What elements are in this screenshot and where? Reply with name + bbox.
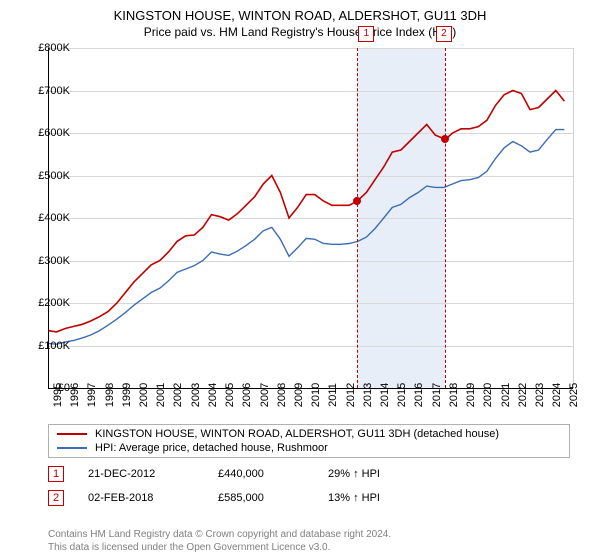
x-tick-label: 2003 [190,383,202,407]
x-tick-label: 1996 [69,383,81,407]
sale-badge: 2 [48,490,64,506]
y-tick-label: £400K [30,212,70,224]
x-tick-label: 1998 [104,383,116,407]
x-tick-label: 2018 [448,383,460,407]
chart-plot-area: 12 [48,48,574,388]
x-tick-label: 2022 [517,383,529,407]
footer-attribution: Contains HM Land Registry data © Crown c… [48,528,391,554]
x-tick-label: 2005 [224,383,236,407]
x-tick-label: 2011 [327,383,339,407]
sale-price: £440,000 [218,468,328,480]
y-tick-label: £800K [30,42,70,54]
sale-price: £585,000 [218,492,328,504]
x-tick-label: 2007 [259,383,271,407]
y-tick-label: £0 [30,382,70,394]
chart-svg [48,48,573,388]
x-tick-label: 1995 [52,383,64,407]
x-tick-label: 2006 [241,383,253,407]
sale-vs-hpi: 29% ↑ HPI [328,468,380,480]
y-tick-label: £100K [30,340,70,352]
x-tick-label: 2002 [172,383,184,407]
y-tick-label: £300K [30,255,70,267]
x-tick-label: 2025 [568,383,580,407]
x-tick-label: 2015 [396,383,408,407]
x-tick-label: 1997 [86,383,98,407]
chart-title: KINGSTON HOUSE, WINTON ROAD, ALDERSHOT, … [0,0,600,23]
x-tick-label: 1999 [121,383,133,407]
footer-line: Contains HM Land Registry data © Crown c… [48,528,391,541]
footer-line: This data is licensed under the Open Gov… [48,541,391,554]
chart-subtitle: Price paid vs. HM Land Registry's House … [0,23,600,39]
y-tick-label: £700K [30,85,70,97]
sale-marker-dot [441,135,449,143]
sale-date: 02-FEB-2018 [88,492,218,504]
sale-marker-dot [353,197,361,205]
y-tick-label: £600K [30,127,70,139]
sale-vs-hpi: 13% ↑ HPI [328,492,380,504]
series-price_paid [48,91,564,332]
legend-label: KINGSTON HOUSE, WINTON ROAD, ALDERSHOT, … [95,428,499,440]
x-tick-label: 2010 [310,383,322,407]
x-tick-label: 2014 [379,383,391,407]
x-tick-label: 2019 [465,383,477,407]
x-tick-label: 2023 [534,383,546,407]
x-tick-label: 2008 [276,383,288,407]
legend-label: HPI: Average price, detached house, Rush… [95,442,328,454]
legend-item: KINGSTON HOUSE, WINTON ROAD, ALDERSHOT, … [49,427,569,441]
series-hpi [48,130,564,345]
sale-date: 21-DEC-2012 [88,468,218,480]
x-tick-label: 2000 [138,383,150,407]
sale-marker-line [445,48,446,388]
x-tick-label: 2024 [551,383,563,407]
x-tick-label: 2016 [413,383,425,407]
sale-row: 1 21-DEC-2012 £440,000 29% ↑ HPI [48,466,380,482]
legend: KINGSTON HOUSE, WINTON ROAD, ALDERSHOT, … [48,424,570,458]
sale-row: 2 02-FEB-2018 £585,000 13% ↑ HPI [48,490,380,506]
x-tick-label: 2009 [293,383,305,407]
sale-marker-badge: 1 [358,26,374,42]
x-tick-label: 2017 [431,383,443,407]
legend-swatch [57,433,87,435]
x-tick-label: 2013 [362,383,374,407]
sale-marker-badge: 2 [436,26,452,42]
legend-item: HPI: Average price, detached house, Rush… [49,441,569,455]
y-tick-label: £200K [30,297,70,309]
x-tick-label: 2021 [500,383,512,407]
chart-container: KINGSTON HOUSE, WINTON ROAD, ALDERSHOT, … [0,0,600,560]
sale-marker-line [357,48,358,388]
x-tick-label: 2020 [482,383,494,407]
x-tick-label: 2012 [345,383,357,407]
y-tick-label: £500K [30,170,70,182]
sale-badge: 1 [48,466,64,482]
x-tick-label: 2004 [207,383,219,407]
x-tick-label: 2001 [155,383,167,407]
legend-swatch [57,447,87,449]
